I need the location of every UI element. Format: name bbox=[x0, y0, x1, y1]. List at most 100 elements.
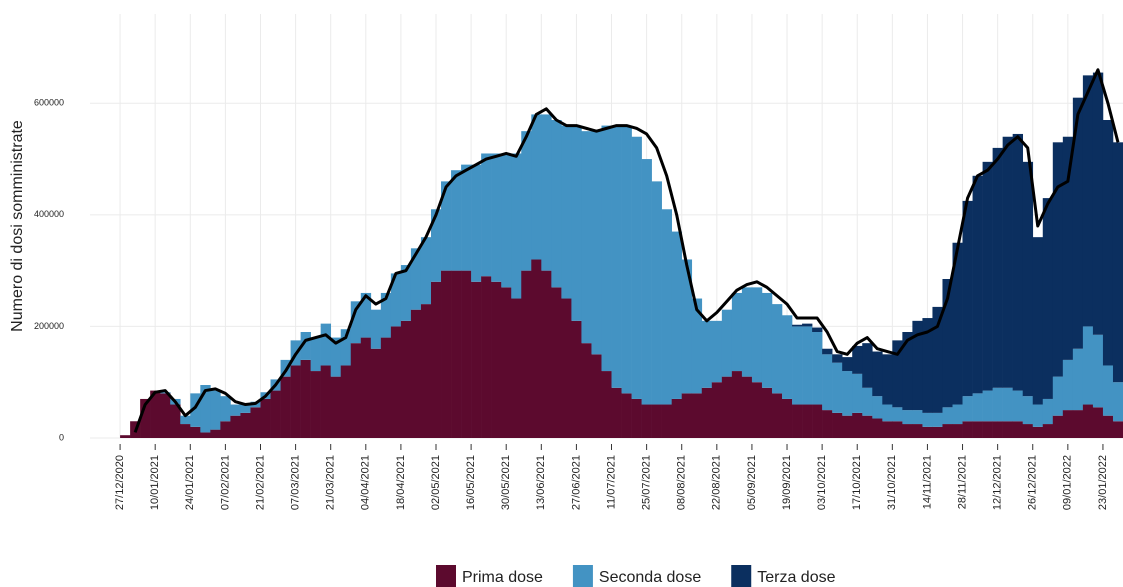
bar bbox=[982, 161, 993, 391]
bar bbox=[862, 387, 873, 416]
bar bbox=[220, 396, 231, 422]
bar bbox=[601, 125, 612, 372]
bar bbox=[922, 412, 933, 427]
bar bbox=[1112, 421, 1123, 438]
bar bbox=[721, 376, 733, 438]
bar bbox=[240, 404, 251, 413]
bar bbox=[591, 354, 602, 438]
x-tick-label: 09/01/2022 bbox=[1062, 455, 1074, 510]
bar bbox=[410, 248, 422, 310]
legend-label: Prima dose bbox=[462, 569, 543, 586]
bar bbox=[882, 354, 893, 405]
bar bbox=[641, 404, 652, 438]
bar bbox=[240, 412, 251, 438]
bar bbox=[922, 426, 933, 438]
bar bbox=[852, 345, 863, 374]
bar bbox=[430, 281, 442, 438]
bar bbox=[661, 404, 672, 438]
bar bbox=[1102, 120, 1114, 366]
x-tick-label: 23/01/2022 bbox=[1097, 455, 1109, 510]
bar bbox=[541, 270, 552, 438]
bar bbox=[390, 273, 402, 327]
bar bbox=[420, 304, 432, 438]
moving-average-line bbox=[133, 68, 1120, 433]
bar bbox=[802, 323, 813, 327]
bar bbox=[571, 125, 582, 321]
bar bbox=[902, 332, 913, 411]
bars bbox=[120, 72, 1123, 438]
bar bbox=[852, 373, 863, 413]
bar bbox=[892, 421, 903, 438]
x-tick-label: 05/09/2021 bbox=[746, 455, 758, 510]
bar bbox=[761, 292, 773, 388]
bar bbox=[1042, 424, 1054, 438]
bar bbox=[330, 376, 342, 438]
x-tick-label: 25/07/2021 bbox=[641, 455, 653, 510]
bar bbox=[521, 270, 532, 438]
bar bbox=[400, 265, 412, 321]
bar bbox=[190, 393, 201, 427]
bar bbox=[912, 424, 923, 438]
bar bbox=[681, 259, 693, 394]
bar bbox=[872, 418, 883, 438]
bar bbox=[952, 242, 963, 405]
bar bbox=[1022, 161, 1034, 397]
bar bbox=[872, 396, 883, 419]
bar bbox=[972, 175, 983, 394]
legend-swatch bbox=[731, 565, 752, 587]
bar bbox=[320, 323, 331, 366]
bar bbox=[611, 387, 622, 438]
bar bbox=[882, 404, 893, 422]
bar bbox=[200, 432, 211, 438]
bar bbox=[1042, 198, 1054, 399]
bar bbox=[1012, 133, 1024, 391]
x-tick-label: 07/02/2021 bbox=[219, 455, 231, 510]
x-tick-label: 26/12/2021 bbox=[1027, 455, 1039, 510]
bar bbox=[751, 382, 763, 438]
bar bbox=[250, 407, 261, 438]
bar bbox=[631, 398, 642, 438]
bar bbox=[932, 412, 943, 427]
bar bbox=[902, 410, 913, 425]
bar bbox=[812, 332, 823, 405]
x-tick-label: 24/01/2021 bbox=[184, 455, 196, 510]
bar bbox=[912, 410, 923, 425]
bar bbox=[260, 398, 271, 438]
bar bbox=[972, 421, 983, 438]
bar bbox=[731, 371, 743, 438]
bar bbox=[280, 376, 291, 438]
trend bbox=[133, 68, 1120, 433]
x-tick-label: 30/05/2021 bbox=[500, 455, 512, 510]
bar bbox=[1032, 404, 1044, 427]
bar bbox=[1072, 348, 1084, 411]
x-tick-label: 08/08/2021 bbox=[676, 455, 688, 510]
bar bbox=[611, 125, 622, 388]
bar bbox=[160, 393, 171, 438]
bar bbox=[822, 348, 833, 355]
bar bbox=[671, 231, 683, 399]
x-tick-label: 10/01/2021 bbox=[149, 455, 161, 510]
bar bbox=[190, 426, 201, 438]
bar bbox=[310, 337, 321, 372]
bar bbox=[300, 332, 311, 360]
bar bbox=[1022, 424, 1034, 438]
bar bbox=[340, 329, 352, 366]
x-tick-label: 18/04/2021 bbox=[395, 455, 407, 510]
bar bbox=[932, 306, 943, 413]
bar bbox=[451, 270, 462, 438]
bar bbox=[792, 324, 803, 327]
bar bbox=[862, 415, 873, 438]
bar bbox=[802, 404, 813, 438]
bar bbox=[571, 320, 582, 438]
bar bbox=[842, 371, 853, 416]
legend: Prima dose Seconda dose Terza dose bbox=[436, 565, 836, 587]
bar bbox=[942, 407, 953, 425]
bar bbox=[400, 320, 412, 438]
bar bbox=[822, 354, 833, 411]
bar bbox=[932, 426, 943, 438]
bar bbox=[782, 315, 793, 399]
bar bbox=[561, 298, 572, 438]
bar bbox=[952, 404, 963, 425]
bar bbox=[882, 421, 893, 438]
